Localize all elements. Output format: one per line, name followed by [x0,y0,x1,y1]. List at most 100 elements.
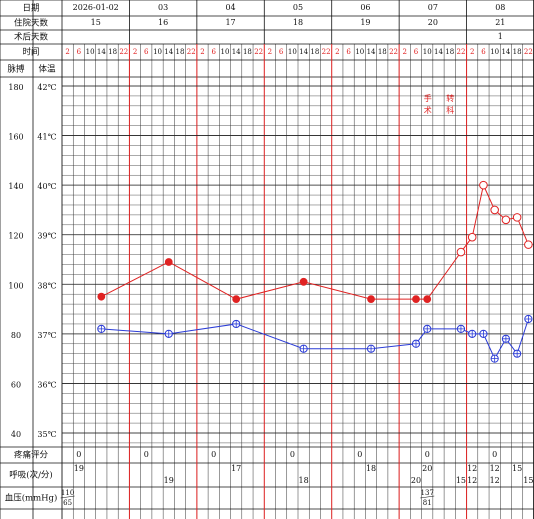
x-tick-label: 10 [355,48,364,56]
date: 03 [158,3,168,12]
respiration: 20 [411,476,421,485]
row-label: 术后天数 [14,32,49,43]
pulse-point [456,247,466,257]
pulse-point [367,295,375,304]
date: 07 [428,3,438,12]
pain-score: 0 [211,450,216,459]
x-tick-label: 6 [481,48,486,56]
hospital-day: 17 [225,18,235,27]
date: 2026-01-02 [73,3,119,12]
x-tick-label: 2 [268,48,272,56]
bp-systolic: 110 [61,489,74,497]
pulse-point [467,232,477,242]
date: 04 [225,3,235,12]
temperature-point-cross [491,355,499,363]
y2-tick-label: 140 [8,182,23,191]
x-tick-label: 18 [513,48,522,56]
y2-tick-label: 40 [11,430,21,439]
y2-tick-label: 80 [11,331,21,340]
pulse-point [512,213,522,222]
y-tick-label: 37℃ [37,331,56,340]
y-tick-label: 41℃ [37,133,56,142]
x-tick-label: 2 [335,48,339,56]
pulse-point [524,240,533,249]
respiration: 12 [467,464,477,473]
x-tick-label: 2 [403,48,407,56]
bp-divider [60,495,75,499]
respiration: 20 [422,464,432,473]
temperature-point-cross [468,330,476,338]
y2-tick-label: 60 [11,380,21,389]
bp-diastolic: 65 [63,499,72,507]
row-label: 体温 [38,64,56,75]
y2-tick-label: 180 [8,83,23,92]
hospital-day: 18 [293,18,303,27]
pulse-point [412,295,420,304]
x-tick-label: 14 [367,48,376,56]
x-tick-label: 18 [108,48,117,56]
temperature-point-cross [300,345,308,353]
x-tick-label: 22 [254,48,263,56]
pain-score: 0 [76,450,81,459]
pain-score: 0 [357,450,362,459]
y2-tick-label: 120 [8,232,23,241]
x-tick-label: 10 [86,48,95,56]
pain-score: 0 [290,450,295,459]
x-tick-label: 22 [119,48,128,56]
row-label: 疼痛评分 [14,450,49,461]
x-tick-label: 14 [97,48,106,56]
bp-diastolic: 81 [423,499,432,507]
respiration: 19 [164,476,174,485]
x-tick-label: 14 [299,48,308,56]
x-tick-label: 6 [279,48,284,56]
bp-systolic: 137 [421,489,434,497]
respiration: 19 [74,464,84,473]
respiration: 12 [467,476,477,485]
x-tick-label: 6 [144,48,149,56]
x-tick-label: 6 [346,48,351,56]
y-tick-label: 36℃ [37,380,56,389]
temperature-point-cross [502,335,510,343]
pulse-point [299,277,308,286]
x-tick-label: 14 [164,48,173,56]
row-label: 脉搏 [7,64,25,75]
x-tick-label: 10 [490,48,499,56]
x-tick-label: 14 [501,48,510,56]
temperature-point-cross [423,325,431,333]
y-tick-label: 39℃ [37,232,56,241]
x-tick-label: 2 [200,48,204,56]
x-tick-label: 6 [211,48,216,56]
respiration: 17 [231,464,241,473]
respiration: 18 [366,464,376,473]
x-tick-label: 22 [524,48,533,56]
respiration: 18 [299,476,309,485]
x-tick-label: 10 [423,48,432,56]
pulse-point [501,215,511,225]
series-line [101,183,529,300]
temperature-point-cross [367,345,375,353]
temperature-point-cross [232,320,240,328]
respiration: 15 [456,476,466,485]
pain-score: 0 [492,450,497,459]
annotation: 手术 [423,93,432,118]
respiration: 12 [490,464,500,473]
hospital-day: 15 [91,18,101,27]
x-tick-label: 18 [310,48,319,56]
pulse-point [479,180,488,190]
temperature-point-cross [479,330,488,338]
y2-tick-label: 100 [8,281,23,290]
temperature-point-cross [524,315,532,323]
date: 06 [360,3,370,12]
row-label: 时间 [22,47,39,58]
temperature-point-cross [165,330,173,338]
x-tick-label: 18 [378,48,387,56]
x-tick-label: 2 [65,48,69,56]
postop-day: 1 [498,32,503,41]
y-tick-label: 42℃ [37,83,56,92]
x-tick-label: 6 [77,48,82,56]
temperature-point-cross [412,340,420,348]
x-tick-label: 18 [176,48,185,56]
bp-divider [420,495,435,499]
temperature-point-cross [97,325,105,333]
y-tick-label: 40℃ [37,182,56,191]
